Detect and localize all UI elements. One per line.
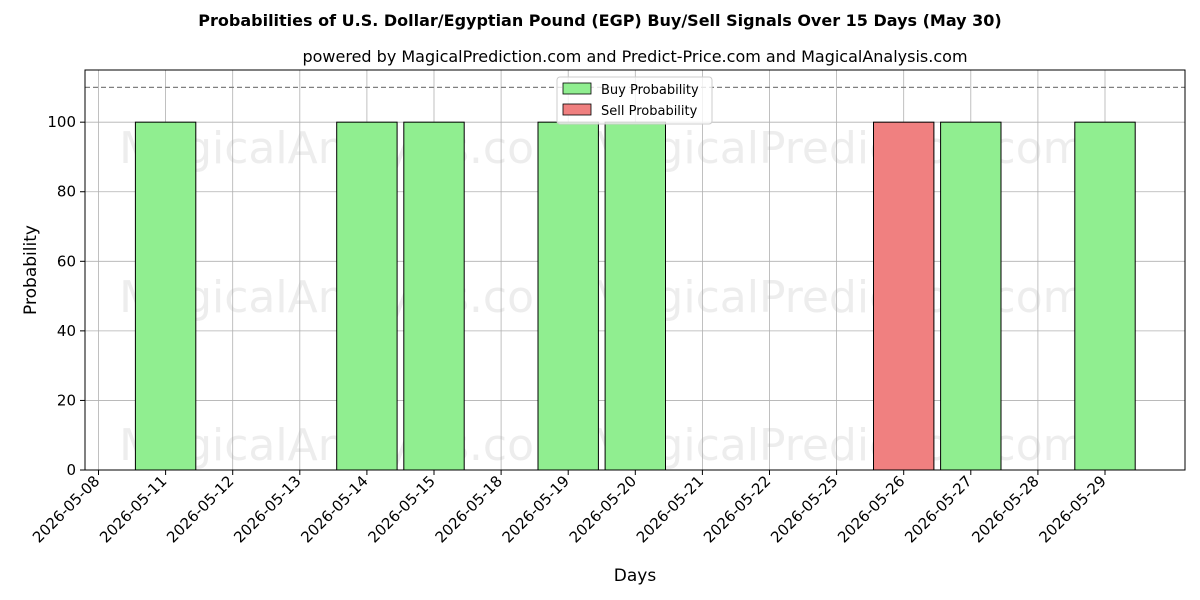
x-tick-label: 2026-05-22 [700, 472, 774, 546]
y-ticks: 0 20 40 60 80 100 [47, 113, 85, 479]
legend: Buy Probability Sell Probability [556, 76, 713, 125]
y-tick-label: 0 [66, 461, 76, 479]
y-tick-label: 100 [47, 113, 76, 131]
watermark-text: MagicalPrediction.com [591, 123, 1086, 174]
x-tick-label: 2026-05-26 [834, 472, 908, 546]
watermark-text: MagicalPrediction.com [591, 272, 1086, 323]
x-tick-label: 2026-05-15 [364, 472, 438, 546]
x-tick-label: 2026-05-27 [901, 472, 975, 546]
watermark-text: MagicalPrediction.com [591, 420, 1086, 471]
legend-sell-swatch [562, 103, 592, 116]
x-tick-label: 2026-05-25 [767, 472, 841, 546]
x-axis-label: Days [614, 566, 657, 586]
x-tick-label: 2026-05-28 [968, 472, 1042, 546]
buy-bar [1074, 121, 1136, 471]
x-tick-label: 2026-05-18 [432, 472, 506, 546]
legend-buy-swatch [562, 82, 592, 95]
legend-sell-label: Sell Probability [601, 104, 698, 119]
sell-bar [873, 121, 935, 471]
buy-bar [403, 121, 465, 471]
x-ticks: 2026-05-082026-05-112026-05-122026-05-13… [29, 470, 1110, 546]
chart-title: Probabilities of U.S. Dollar/Egyptian Po… [198, 11, 1001, 30]
x-tick-label: 2026-05-12 [163, 472, 237, 546]
x-tick-label: 2026-05-29 [1035, 472, 1109, 546]
x-tick-label: 2026-05-19 [499, 472, 573, 546]
buy-bar [134, 121, 197, 471]
legend-buy-label: Buy Probability [601, 83, 699, 98]
buy-bar [940, 121, 1002, 471]
y-tick-label: 60 [57, 252, 76, 270]
y-tick-label: 80 [57, 183, 76, 201]
x-tick-label: 2026-05-21 [633, 472, 707, 546]
x-tick-label: 2026-05-11 [96, 472, 170, 546]
y-tick-label: 40 [57, 322, 76, 340]
buy-bar [336, 121, 398, 471]
buy-bar [537, 121, 599, 471]
x-tick-label: 2026-05-20 [566, 472, 640, 546]
y-axis-label: Probability [21, 225, 41, 315]
y-tick-label: 20 [57, 391, 76, 409]
legend-box [556, 76, 713, 125]
x-tick-label: 2026-05-08 [29, 472, 103, 546]
x-tick-label: 2026-05-13 [230, 472, 304, 546]
buy-bar [604, 121, 666, 471]
chart-subtitle: powered by MagicalPrediction.com and Pre… [302, 47, 967, 66]
x-tick-label: 2026-05-14 [297, 472, 371, 546]
